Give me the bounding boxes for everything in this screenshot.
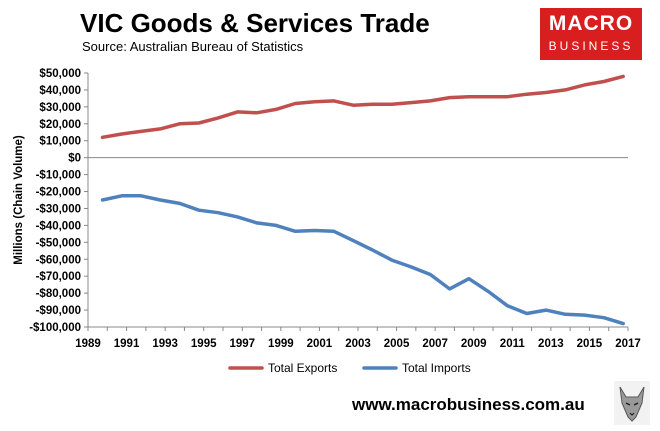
series-line-total-imports <box>100 194 625 326</box>
x-tick-label: 2001 <box>307 338 333 350</box>
x-tick-label: 2011 <box>500 338 526 350</box>
logo-line-2: BUSINESS <box>548 39 634 53</box>
x-tick-label: 1993 <box>152 338 178 350</box>
x-tick-label: 1991 <box>114 338 140 350</box>
x-tick-label: 2009 <box>461 338 487 350</box>
wolf-icon <box>614 381 650 425</box>
x-tick-label: 2003 <box>345 338 371 350</box>
macrobusiness-logo: MACRO BUSINESS <box>540 8 642 60</box>
legend-label: Total Imports <box>402 361 471 375</box>
legend-label: Total Exports <box>268 361 337 375</box>
chart-source: Source: Australian Bureau of Statistics <box>82 39 304 54</box>
y-tick-label: -$90,000 <box>36 305 81 317</box>
y-tick-label: -$20,000 <box>36 187 81 199</box>
logo-line-1: MACRO <box>548 12 634 35</box>
x-tick-label: 2005 <box>384 338 410 350</box>
x-tick-label: 1995 <box>191 338 217 350</box>
website-url: www.macrobusiness.com.au <box>352 395 585 414</box>
y-tick-label: $30,000 <box>39 102 81 114</box>
y-tick-label: -$60,000 <box>36 254 81 266</box>
y-tick-label: -$70,000 <box>36 271 81 283</box>
y-tick-label: -$10,000 <box>36 170 81 182</box>
x-tick-label: 1997 <box>229 338 255 350</box>
x-tick-label: 1989 <box>75 338 101 350</box>
x-tick-label: 2007 <box>422 338 448 350</box>
series-line-total-exports <box>100 74 625 140</box>
y-tick-label: -$50,000 <box>36 237 81 249</box>
x-tick-label: 2015 <box>577 338 603 350</box>
y-tick-label: $50,000 <box>39 68 81 80</box>
y-tick-label: -$100,000 <box>29 322 81 334</box>
y-tick-label: -$80,000 <box>36 288 81 300</box>
y-axis-label: Millions (Chain Volume) <box>13 135 25 265</box>
y-tick-label: -$30,000 <box>36 203 81 215</box>
chart-title: VIC Goods & Services Trade <box>80 8 430 38</box>
y-tick-label: $40,000 <box>39 85 81 97</box>
y-tick-label: $10,000 <box>39 136 81 148</box>
y-tick-label: $0 <box>68 153 81 165</box>
y-tick-label: $20,000 <box>39 119 81 131</box>
x-tick-label: 1999 <box>268 338 294 350</box>
x-tick-label: 2013 <box>538 338 564 350</box>
y-tick-label: -$40,000 <box>36 220 81 232</box>
x-tick-label: 2017 <box>615 338 641 350</box>
